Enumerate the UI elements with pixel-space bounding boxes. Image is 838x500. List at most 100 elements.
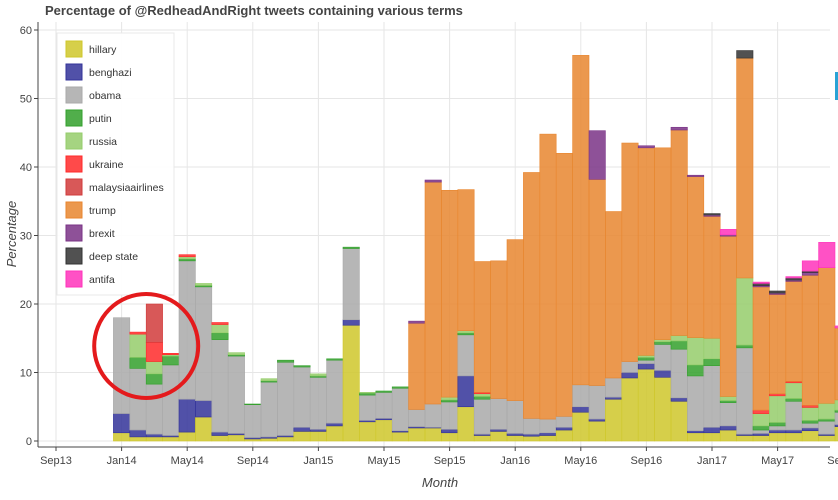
bar-segment-obama (145, 383, 163, 435)
bar-segment-obama (391, 387, 409, 432)
bar-segment-russia (195, 283, 213, 286)
bar-segment-trump (424, 181, 442, 405)
bar-segment-hillary (457, 406, 475, 442)
bar-segment-obama (736, 347, 754, 435)
legend-swatch (65, 63, 83, 81)
bar-segment-russia (719, 396, 737, 401)
bar-segment-brexit (424, 179, 442, 183)
y-axis-label: Percentage (4, 201, 19, 268)
bar-segment-putin (769, 422, 787, 427)
bar-segment-putin (326, 358, 344, 361)
bar-segment-trump (719, 235, 737, 397)
bar-segment-benghazi (605, 396, 623, 400)
x-tick-label: Sep13 (40, 455, 72, 467)
legend-swatch (65, 86, 83, 104)
bar-segment-putin (277, 359, 295, 363)
bar-segment-benghazi (621, 372, 639, 379)
bar-segment-hillary (703, 432, 721, 442)
bar-segment-benghazi (539, 432, 557, 436)
bar-segment-russia (441, 396, 459, 401)
bar-segment-hillary (490, 431, 508, 442)
bar-segment-russia (211, 324, 229, 334)
bar-segment-putin (441, 399, 459, 403)
bar-segment-hillary (588, 420, 606, 442)
bar-segment-hillary (113, 432, 131, 442)
bar-segment-putin (244, 403, 262, 406)
bar-segment-benghazi (785, 429, 803, 434)
legend-swatch (65, 178, 83, 196)
bar-segment-obama (818, 420, 836, 435)
bar-segment-putin (719, 400, 737, 403)
bar-segment-hillary (441, 432, 459, 442)
legend-swatch (65, 155, 83, 173)
bar-segment-obama (555, 416, 573, 428)
bar-segment-putin (211, 332, 229, 340)
bar-segment-hillary (227, 434, 245, 442)
bar-segment-hillary (326, 425, 344, 442)
bar-segment-trump (687, 176, 705, 338)
bar-segment-russia (129, 333, 147, 358)
bar-segment-hillary (801, 430, 819, 442)
bar-segment-putin (342, 246, 360, 249)
bar-segment-obama (752, 429, 770, 434)
legend-label: ukraine (89, 159, 124, 171)
bar-segment-antifa (785, 276, 803, 279)
bar-segment-obama (654, 344, 672, 371)
bar-segment-ukraine (211, 322, 229, 325)
bar-segment-benghazi (637, 363, 655, 370)
x-tick-label: Sep16 (630, 455, 662, 467)
bar-segment-trump (441, 189, 459, 398)
bar-segment-obama (113, 317, 131, 414)
bar-segment-benghazi (670, 397, 688, 402)
bar-segment-russia (359, 392, 377, 394)
bar-segment-trump (572, 55, 590, 386)
bar-segment-benghazi (211, 431, 229, 436)
bar-segment-hillary (621, 377, 639, 442)
bar-segment-trump (588, 179, 606, 386)
bar-segment-trump (654, 147, 672, 340)
bar-segment-russia (227, 352, 245, 355)
bar-segment-trump (769, 294, 787, 395)
bar-segment-obama (342, 248, 360, 321)
bar-segment-obama (227, 355, 245, 434)
chart-title: Percentage of @RedheadAndRight tweets co… (45, 3, 463, 18)
bar-segment-benghazi (293, 426, 311, 432)
bar-segment-trump (736, 57, 754, 279)
bar-segment-putin (834, 409, 838, 413)
bar-segment-obama (621, 361, 639, 373)
bar-segment-putin (145, 373, 163, 385)
bar-segment-hillary (605, 398, 623, 442)
bar-segment-deep-state (769, 290, 787, 294)
bar-segment-benghazi (752, 433, 770, 436)
legend-label: malaysiaairlines (89, 182, 164, 194)
bar-segment-obama (326, 359, 344, 424)
bar-segment-hillary (687, 432, 705, 442)
bar-segment-hillary (752, 435, 770, 442)
bar-segment-benghazi (129, 429, 147, 438)
bar-segment-hillary (260, 437, 278, 442)
bar-segment-putin (457, 332, 475, 336)
legend-swatch (65, 132, 83, 150)
bar-segment-ukraine (178, 254, 196, 258)
legend-label: trump (89, 205, 116, 217)
bar-segment-benghazi (113, 413, 131, 434)
bar-segment-obama (277, 361, 295, 436)
bar-segment-deep-state (785, 277, 803, 281)
scroll-indicator (835, 72, 838, 100)
legend-swatch (65, 270, 83, 288)
bar-segment-benghazi (441, 429, 459, 434)
bar-segment-russia (637, 355, 655, 358)
bar-segment-putin (129, 357, 147, 369)
bar-segment-obama (473, 398, 491, 435)
legend-swatch (65, 40, 83, 58)
bar-segment-obama (506, 400, 524, 434)
bar-segment-putin (736, 344, 754, 349)
bar-segment-obama (719, 402, 737, 427)
bar-segment-russia (654, 339, 672, 342)
legend-label: russia (89, 136, 117, 148)
legend-label: hillary (89, 44, 117, 56)
bar-segment-obama (572, 384, 590, 408)
bar-segment-trump (490, 260, 508, 399)
bar-segment-antifa (752, 281, 770, 284)
bar-segment-benghazi (145, 433, 163, 438)
